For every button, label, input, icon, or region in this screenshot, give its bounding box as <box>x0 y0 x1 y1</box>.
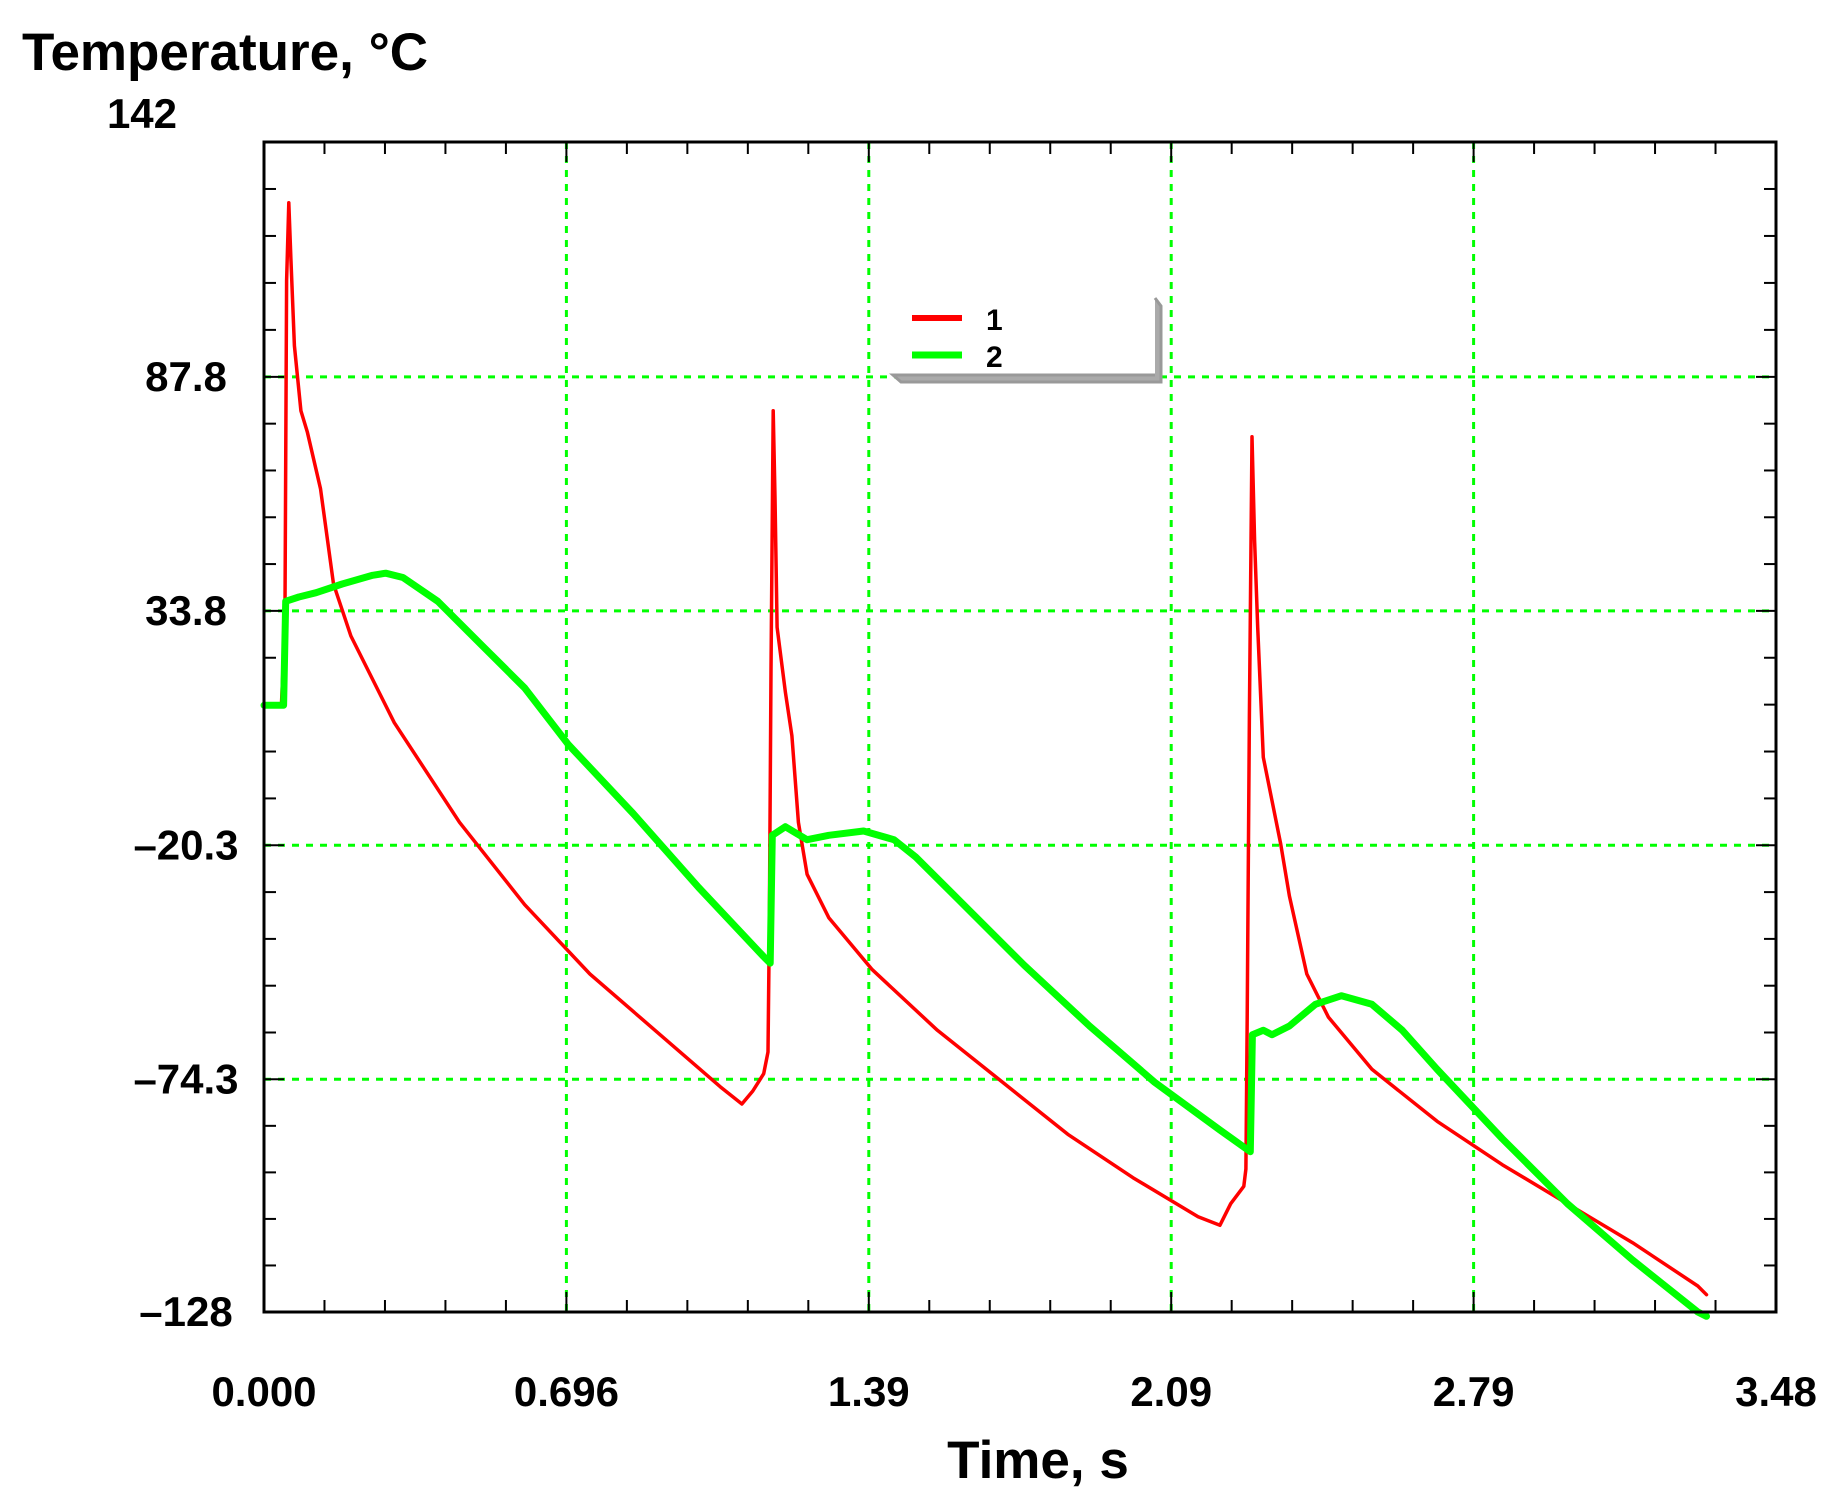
y-tick-label: 87.8 <box>145 353 227 400</box>
legend: 1 2 <box>889 297 1163 384</box>
y-tick-label: 33.8 <box>145 587 227 634</box>
x-tick-label: 0.000 <box>211 1368 316 1415</box>
legend-label-2: 2 <box>986 341 1003 374</box>
x-tick-label: 2.09 <box>1130 1368 1212 1415</box>
series-line-1 <box>262 200 1709 1297</box>
series-line-2 <box>260 569 1710 1320</box>
x-tick-label: 0.696 <box>514 1368 619 1415</box>
y-tick-label: 142 <box>107 90 177 137</box>
x-tick-label: 2.79 <box>1433 1368 1515 1415</box>
legend-shadow <box>889 297 1163 384</box>
series-lines <box>260 200 1710 1320</box>
y-tick-label: –128 <box>139 1288 232 1335</box>
x-tick-labels: 0.000 0.696 1.39 2.09 2.79 3.48 <box>211 1368 1816 1415</box>
y-tick-label: –74.3 <box>133 1055 238 1102</box>
y-tick-labels: –128 –74.3 –20.3 33.8 87.8 142 <box>107 90 239 1335</box>
grid <box>264 142 1776 1312</box>
y-tick-label: –20.3 <box>133 821 238 868</box>
x-tick-label: 3.48 <box>1735 1368 1817 1415</box>
y-axis-title: Temperature, °C <box>22 23 428 82</box>
legend-label-1: 1 <box>986 304 1003 337</box>
plot-frame <box>262 140 1778 1314</box>
minor-ticks <box>263 142 1776 1313</box>
x-axis-title: Time, s <box>947 1431 1129 1490</box>
x-tick-label: 1.39 <box>828 1368 910 1415</box>
